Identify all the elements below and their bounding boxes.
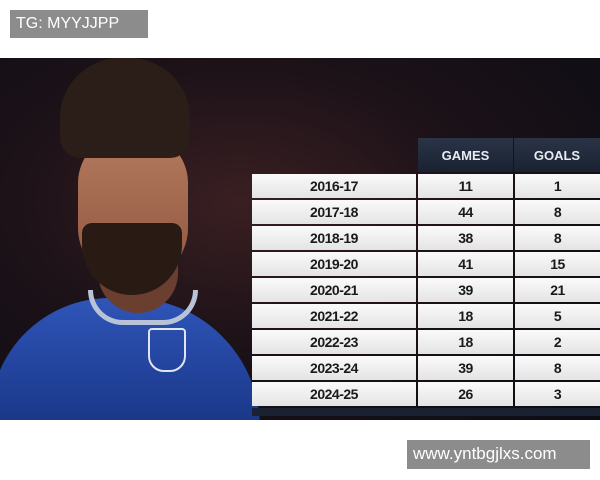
season-cell: 2016-17 [252,174,416,198]
table-row: 2024-25 26 3 [252,382,600,406]
games-cell: 26 [418,382,513,406]
player-photo: GAMES GOALS 2016-17 11 1 2017-18 44 8 2018-19 3… [0,58,600,420]
games-cell: 18 [418,304,513,328]
season-cell: 2020-21 [252,278,416,302]
goals-cell: 1 [515,174,600,198]
season-cell: 2018-19 [252,226,416,250]
table-row: 2023-24 39 8 [252,356,600,380]
club-crest-icon [148,328,186,372]
header-blank [252,138,417,172]
stats-table: GAMES GOALS 2016-17 11 1 2017-18 44 8 2018-19 3… [252,138,600,416]
goals-cell: 3 [515,382,600,406]
goals-cell: 8 [515,356,600,380]
table-row: 2022-23 18 2 [252,330,600,354]
games-cell: 41 [418,252,513,276]
table-row: 2020-21 39 21 [252,278,600,302]
table-row: 2017-18 44 8 [252,200,600,224]
table-row: 2018-19 38 8 [252,226,600,250]
games-cell: 44 [418,200,513,224]
season-cell: 2024-25 [252,382,416,406]
header-games: GAMES [418,138,513,172]
season-cell: 2023-24 [252,356,416,380]
goals-cell: 5 [515,304,600,328]
table-header: GAMES GOALS [252,138,600,172]
table-row: 2019-20 41 15 [252,252,600,276]
goals-cell: 8 [515,226,600,250]
season-cell: 2017-18 [252,200,416,224]
table-footer [252,408,600,416]
table-row: 2021-22 18 5 [252,304,600,328]
games-cell: 39 [418,278,513,302]
header-goals: GOALS [514,138,600,172]
season-cell: 2021-22 [252,304,416,328]
watermark-bottom: www.yntbgjlxs.com [407,440,590,469]
season-cell: 2019-20 [252,252,416,276]
games-cell: 38 [418,226,513,250]
games-cell: 39 [418,356,513,380]
goals-cell: 8 [515,200,600,224]
player-hair [60,58,190,158]
goals-cell: 15 [515,252,600,276]
table-row: 2016-17 11 1 [252,174,600,198]
games-cell: 11 [418,174,513,198]
goals-cell: 21 [515,278,600,302]
watermark-top: TG: MYYJJPP [10,10,148,38]
season-cell: 2022-23 [252,330,416,354]
goals-cell: 2 [515,330,600,354]
games-cell: 18 [418,330,513,354]
